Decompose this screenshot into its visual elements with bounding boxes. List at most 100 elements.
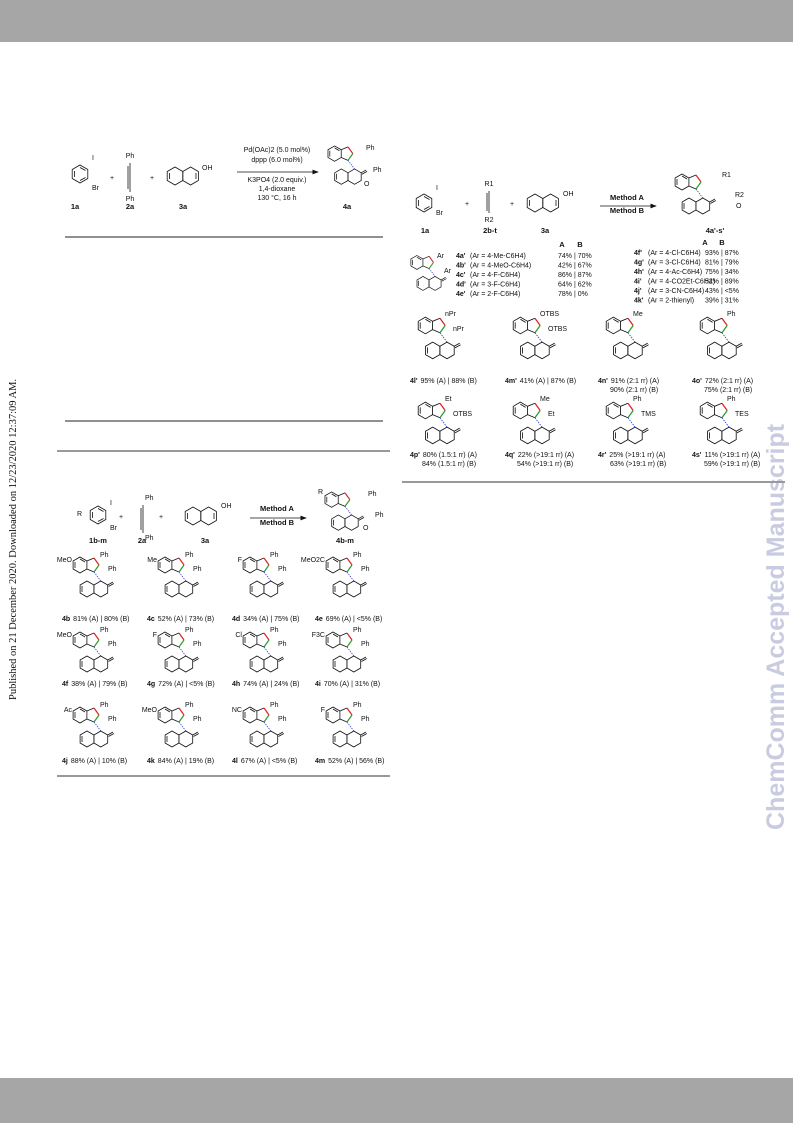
label: 4e' — [456, 291, 466, 298]
compound-yield: 4l' 95% (A) | 88% (B) — [410, 378, 477, 385]
label: Ph — [727, 311, 736, 318]
label: 3a — [541, 226, 550, 235]
label: NC — [232, 707, 242, 714]
label: Ph — [366, 145, 375, 152]
label: Ph — [361, 716, 370, 723]
label: Ph — [126, 196, 135, 203]
label: Ph — [278, 566, 287, 573]
product-structure — [72, 706, 115, 748]
product-structure — [325, 706, 368, 748]
label: 43% | <5% — [705, 288, 739, 295]
label: Ar — [437, 253, 445, 260]
label: Br — [110, 525, 118, 532]
label: (Ar = 2-thienyl) — [648, 298, 694, 305]
label: MeO — [57, 557, 73, 564]
benzene-ring — [71, 164, 89, 184]
product-structure — [417, 316, 462, 360]
compound-yield: 4r' 25% (>19:1 rr) (A) — [598, 452, 666, 459]
compound-yield: 4d 34% (A) | 75% (B) — [232, 616, 299, 623]
product-structure — [242, 631, 285, 673]
label: + — [110, 175, 114, 182]
label: 1a — [421, 226, 430, 235]
label: Method B — [260, 518, 295, 527]
label: + — [465, 201, 469, 208]
footer-bar — [0, 1078, 793, 1123]
label: OH — [202, 165, 213, 172]
label: Ph — [193, 716, 202, 723]
label: F — [321, 707, 325, 714]
compound-yield: 4q' 22% (>19:1 rr) (A) — [505, 452, 574, 459]
label: Ph — [353, 702, 362, 709]
label: Ph — [100, 702, 109, 709]
yield: 52% (A) | 56% (B) — [328, 758, 384, 765]
label: 84% (1.5:1 rr) (B) — [422, 461, 476, 468]
label: 4a' — [456, 253, 466, 260]
label: Ph — [100, 627, 109, 634]
yield: 25% (>19:1 rr) (A) — [609, 452, 665, 459]
label: 3a — [179, 202, 188, 211]
label: 4j' — [634, 288, 642, 295]
label: R2 — [735, 192, 744, 199]
label: Ph — [108, 716, 117, 723]
label: Ph — [278, 641, 287, 648]
label: MeO — [142, 707, 158, 714]
compound-yield: 4g 72% (A) | <5% (B) — [147, 681, 215, 688]
label: (Ar = 4-CO2Et-C6H4) — [648, 279, 715, 286]
label: 4k' — [634, 298, 644, 305]
label: F — [153, 632, 157, 639]
product-structure — [157, 556, 200, 598]
label: + — [510, 201, 514, 208]
yield: 38% (A) | 79% (B) — [71, 681, 127, 688]
header-bar — [0, 0, 793, 42]
label: Ph — [270, 552, 279, 559]
label: B — [719, 238, 725, 247]
naphthalene — [526, 193, 559, 213]
label: 1b-m — [89, 536, 107, 545]
label: OTBS — [540, 311, 559, 318]
label: OTBS — [548, 326, 567, 333]
label: MeO — [57, 632, 73, 639]
label: 54% (>19:1 rr) (B) — [517, 461, 573, 468]
label: Ph — [353, 552, 362, 559]
label: Method A — [260, 504, 294, 513]
label: Ph — [368, 491, 377, 498]
yield: 72% (2:1 rr) (A) — [705, 378, 753, 385]
yield: 88% (A) | 10% (B) — [71, 758, 127, 765]
label: R — [318, 489, 323, 496]
label: O — [736, 203, 742, 210]
label: B — [577, 240, 583, 249]
yield: 84% (A) | 19% (B) — [158, 758, 214, 765]
compound-label: 4q' — [505, 452, 515, 459]
label: (Ar = 4-Ac-C6H4) — [648, 269, 702, 276]
compound-yield: 4f 38% (A) | 79% (B) — [62, 681, 128, 688]
label: A — [702, 238, 708, 247]
label: 4g' — [634, 260, 644, 267]
compound-label: 4g — [147, 681, 155, 688]
label: Ph — [633, 396, 642, 403]
compound-label: 4l — [232, 758, 238, 765]
product-structure — [242, 706, 285, 748]
label: I — [436, 185, 438, 192]
label: Me — [147, 557, 157, 564]
label: 2a — [138, 536, 147, 545]
label: 1a — [71, 202, 80, 211]
label: 78% | 0% — [558, 291, 588, 298]
label: 3a — [201, 536, 210, 545]
label: O — [364, 181, 370, 188]
label: 86% | 87% — [558, 272, 592, 279]
label: (Ar = 4-F-C6H4) — [470, 272, 520, 279]
label: + — [119, 514, 123, 521]
compound-label: 4o' — [692, 378, 702, 385]
compound-label: 4l' — [410, 378, 418, 385]
compound-yield: 4b 81% (A) | 80% (B) — [62, 616, 129, 623]
label: Ph — [361, 566, 370, 573]
label: Ph — [185, 627, 194, 634]
compound-label: 4k — [147, 758, 155, 765]
yield: 52% (A) | 73% (B) — [158, 616, 214, 623]
label: + — [159, 514, 163, 521]
label: 39% | 31% — [705, 298, 739, 305]
label: OH — [221, 503, 232, 510]
yield: 41% (A) | 87% (B) — [520, 378, 576, 385]
yield: 22% (>19:1 rr) (A) — [518, 452, 574, 459]
